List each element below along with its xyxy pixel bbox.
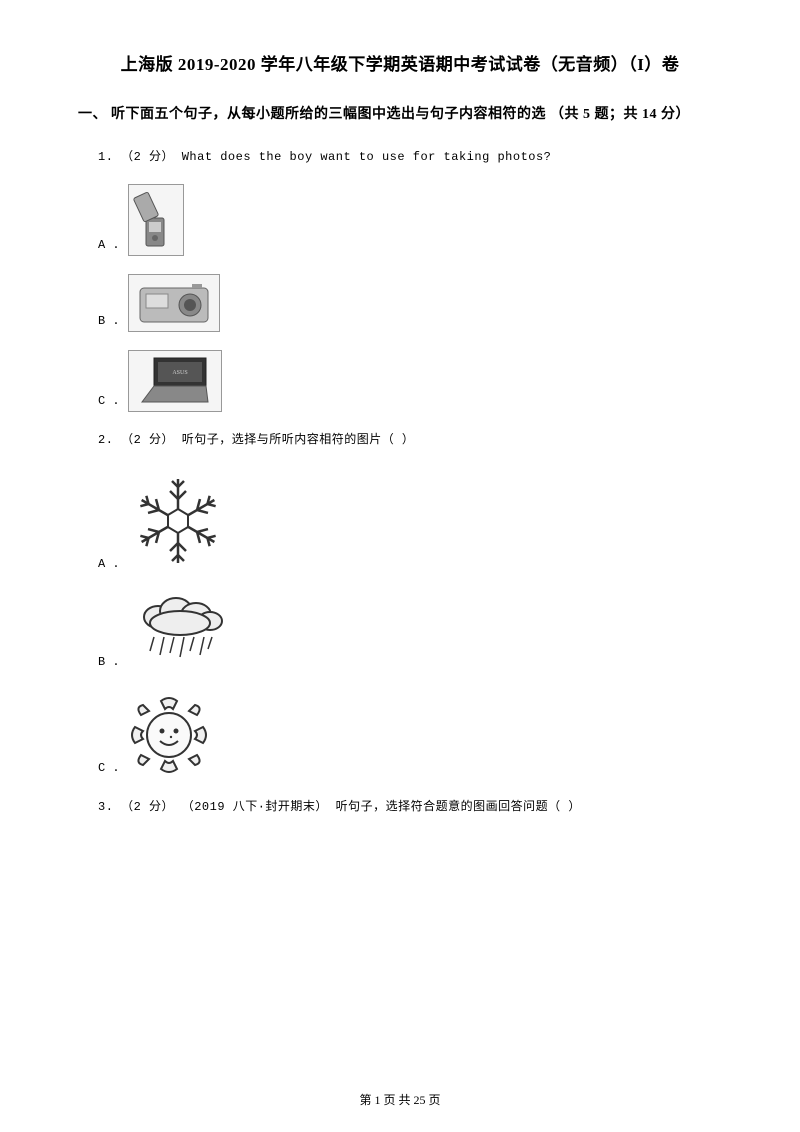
- option-label-b: B .: [98, 314, 120, 332]
- snowflake-image: [128, 467, 228, 575]
- q2-option-c: C .: [98, 691, 722, 779]
- section-text: 听下面五个句子，从每小题所给的三幅图中选出与句子内容相符的选 （共 5 题；共 …: [111, 107, 690, 122]
- q1-option-a: A .: [98, 184, 722, 256]
- section-header: 一、 听下面五个句子，从每小题所给的三幅图中选出与句子内容相符的选 （共 5 题…: [78, 103, 722, 123]
- q3-source: （2019 八下·封开期末）: [182, 800, 328, 814]
- q1-prefix: 1. （2 分）: [98, 150, 174, 164]
- page-title: 上海版 2019-2020 学年八年级下学期英语期中考试试卷（无音频）（I）卷: [78, 50, 722, 75]
- laptop-image: ASUS: [128, 350, 222, 412]
- q2-prefix: 2. （2 分）: [98, 433, 174, 447]
- question-2: 2. （2 分） 听句子，选择与所听内容相符的图片（ ）: [98, 430, 722, 447]
- section-number: 一、: [78, 107, 107, 122]
- sun-image: [128, 691, 210, 779]
- rain-cloud-image: [128, 593, 234, 673]
- q1-option-b: B .: [98, 274, 722, 332]
- svg-text:ASUS: ASUS: [172, 370, 187, 376]
- option-label-a: A .: [98, 557, 120, 575]
- option-label-a: A .: [98, 238, 120, 256]
- option-label-c: C .: [98, 394, 120, 412]
- q2-option-a: A .: [98, 467, 722, 575]
- option-label-b: B .: [98, 655, 120, 673]
- question-1: 1. （2 分） What does the boy want to use f…: [98, 147, 722, 164]
- q2-option-b: B .: [98, 593, 722, 673]
- option-label-c: C .: [98, 761, 120, 779]
- question-3: 3. （2 分） （2019 八下·封开期末） 听句子，选择符合题意的图画回答问…: [98, 797, 722, 814]
- q1-text: What does the boy want to use for taking…: [182, 150, 552, 164]
- flip-phone-image: [128, 184, 184, 256]
- q3-prefix: 3. （2 分）: [98, 800, 174, 814]
- q2-text: 听句子，选择与所听内容相符的图片（ ）: [182, 433, 415, 447]
- q1-option-c: C . ASUS: [98, 350, 722, 412]
- page-footer: 第 1 页 共 25 页: [0, 1091, 800, 1108]
- camera-image: [128, 274, 220, 332]
- q3-text: 听句子，选择符合题意的图画回答问题（ ）: [336, 800, 581, 814]
